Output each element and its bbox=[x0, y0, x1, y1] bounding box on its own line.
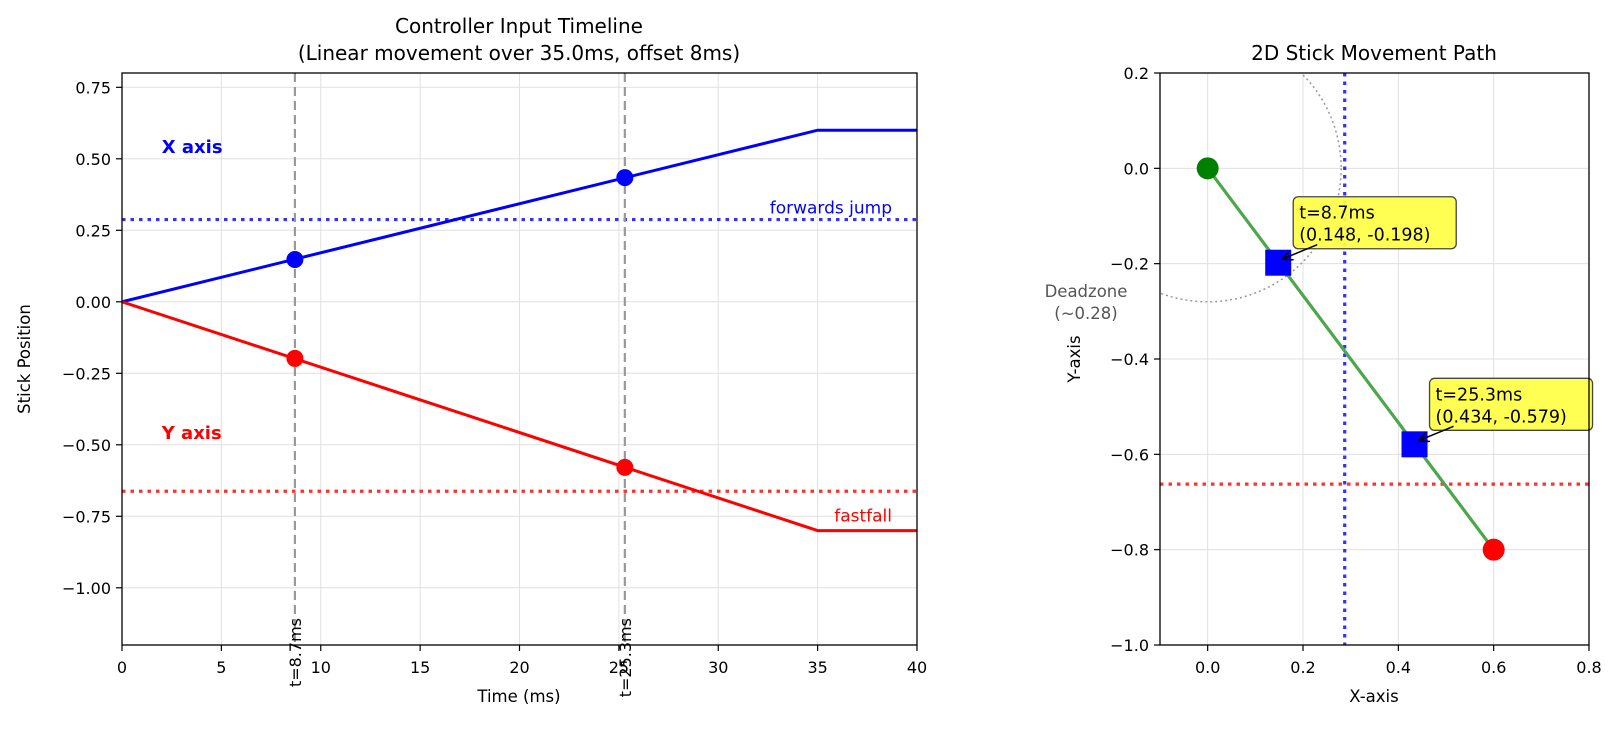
y-tick-label: 0.0 bbox=[1124, 159, 1149, 178]
y-tick-label: 0.75 bbox=[75, 78, 111, 97]
x-tick-label: 25 bbox=[609, 658, 629, 677]
sample-square bbox=[1401, 431, 1428, 458]
threshold-label: forwards jump bbox=[770, 199, 892, 219]
x-tick-label: 0.6 bbox=[1481, 658, 1506, 677]
path-ticks: 0.0 0.2 0.4 0.6 0.8 0.2 0.0 −0.2 −0.4 −0.6 −0.8 −1.… bbox=[1110, 64, 1602, 677]
y-tick-label: 0.50 bbox=[75, 150, 111, 169]
stick-path bbox=[1206, 167, 1495, 551]
threshold-label: fastfall bbox=[834, 506, 892, 526]
path-thresholds bbox=[1160, 73, 1589, 645]
annotation-arrow bbox=[1283, 244, 1318, 259]
deadzone-label: Deadzone bbox=[1045, 282, 1128, 301]
stick-path-chart: 2D Stick Movement Path Deadzone (~0.28) t=… bbox=[1045, 41, 1602, 706]
timeline-chart: Controller Input Timeline (Linear moveme… bbox=[15, 14, 927, 706]
path-line bbox=[1206, 167, 1495, 551]
y-tick-label: −0.6 bbox=[1110, 445, 1149, 464]
series-line bbox=[122, 128, 917, 304]
x-tick-label: 0.8 bbox=[1576, 658, 1601, 677]
path-grid bbox=[1160, 72, 1590, 646]
y-tick-label: 0.25 bbox=[75, 221, 111, 240]
x-tick-label: 5 bbox=[216, 658, 226, 677]
annotation-box bbox=[1292, 196, 1457, 250]
x-tick-label: 0.4 bbox=[1386, 658, 1411, 677]
path-title: 2D Stick Movement Path bbox=[1251, 41, 1497, 65]
x-tick-label: 40 bbox=[907, 658, 927, 677]
timeline-title: Controller Input Timeline bbox=[395, 14, 643, 38]
path-x-axis-label: X-axis bbox=[1349, 687, 1399, 706]
deadzone-sublabel: (~0.28) bbox=[1054, 304, 1117, 323]
annotation-coords: (0.148, -0.198) bbox=[1299, 226, 1430, 246]
deadzone-outline bbox=[1160, 73, 1342, 303]
timeline-series bbox=[122, 128, 917, 533]
end-point bbox=[1482, 538, 1505, 561]
timeline-subtitle: (Linear movement over 35.0ms, offset 8ms… bbox=[298, 41, 740, 65]
x-tick-label: 35 bbox=[807, 658, 827, 677]
y-tick-label: 0.00 bbox=[75, 293, 111, 312]
y-tick-label: −0.75 bbox=[62, 507, 111, 526]
sample-marker bbox=[616, 458, 634, 476]
time-marker-label: t=8.7ms bbox=[286, 618, 305, 687]
annotation-time: t=8.7ms bbox=[1299, 204, 1375, 224]
y-tick-label: −1.00 bbox=[62, 579, 111, 598]
x-tick-label: 0.2 bbox=[1290, 658, 1315, 677]
time-marker-label: t=25.3ms bbox=[616, 618, 635, 697]
path-points bbox=[1196, 157, 1505, 561]
x-tick-label: 0.0 bbox=[1195, 658, 1220, 677]
timeline-time-markers: t=8.7ms t=25.3ms bbox=[286, 73, 635, 697]
timeline-y-axis-label: Stick Position bbox=[15, 304, 34, 414]
y-tick-label: −0.8 bbox=[1110, 541, 1149, 560]
y-tick-label: −0.4 bbox=[1110, 350, 1149, 369]
x-tick-label: 20 bbox=[509, 658, 529, 677]
x-tick-label: 0 bbox=[117, 658, 127, 677]
path-y-axis-label: Y-axis bbox=[1065, 335, 1084, 383]
sample-marker bbox=[286, 250, 304, 268]
series-label: X axis bbox=[162, 137, 223, 158]
timeline-sample-points bbox=[286, 169, 634, 476]
annotation-arrow bbox=[1420, 425, 1454, 440]
series-label: Y axis bbox=[161, 423, 222, 444]
sample-marker bbox=[286, 349, 304, 367]
y-tick-label: 0.2 bbox=[1124, 64, 1149, 83]
timeline-ticks: 0 5 10 15 20 25 30 35 40 0.75 0.50 0.25 0.00 −0.25 −0.… bbox=[62, 78, 927, 677]
start-point bbox=[1196, 157, 1219, 180]
timeline-x-axis-label: Time (ms) bbox=[476, 687, 560, 706]
y-tick-label: −0.2 bbox=[1110, 255, 1149, 274]
deadzone-circle bbox=[1160, 73, 1342, 303]
sample-square bbox=[1265, 249, 1292, 276]
x-tick-label: 15 bbox=[410, 658, 430, 677]
x-tick-label: 30 bbox=[708, 658, 728, 677]
y-tick-label: −0.25 bbox=[62, 364, 111, 383]
path-annotations: Deadzone (~0.28) t=8.7ms(0.148, -0.198) t=2… bbox=[1045, 196, 1594, 441]
y-tick-label: −0.50 bbox=[62, 436, 111, 455]
timeline-annotations: forwards jump fastfall X axis Y axis bbox=[161, 137, 892, 526]
timeline-grid bbox=[121, 73, 918, 645]
x-tick-label: 10 bbox=[311, 658, 331, 677]
annotation-time: t=25.3ms bbox=[1436, 385, 1523, 405]
annotation-coords: (0.434, -0.579) bbox=[1436, 407, 1567, 427]
series-line bbox=[122, 300, 917, 533]
annotation-box bbox=[1428, 377, 1594, 431]
y-tick-label: −1.0 bbox=[1110, 636, 1149, 655]
sample-marker bbox=[616, 169, 634, 187]
